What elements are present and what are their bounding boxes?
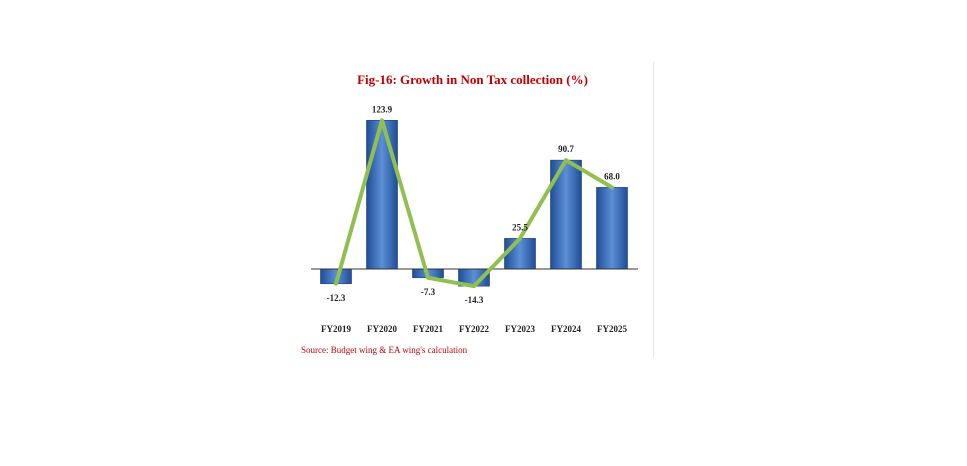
divider-rule <box>653 62 654 358</box>
bar-fy2025 <box>596 187 628 270</box>
data-label-fy2025: 68.0 <box>604 171 620 181</box>
bar-fy2023 <box>504 238 536 270</box>
data-label-fy2020: 123.9 <box>372 104 393 114</box>
data-label-fy2019: -12.3 <box>327 293 346 303</box>
chart-title: Fig-16: Growth in Non Tax collection (%) <box>357 72 588 87</box>
x-tick-label-fy2024: FY2024 <box>551 324 581 334</box>
x-tick-label-fy2022: FY2022 <box>459 324 489 334</box>
x-tick-label-fy2023: FY2023 <box>505 324 535 334</box>
x-tick-label-fy2020: FY2020 <box>367 324 397 334</box>
x-tick-label-fy2021: FY2021 <box>413 324 443 334</box>
x-tick-label-fy2019: FY2019 <box>321 324 351 334</box>
x-tick-label-fy2025: FY2025 <box>597 324 627 334</box>
growth-trend-line <box>334 118 614 289</box>
data-label-fy2024: 90.7 <box>558 144 574 154</box>
chart-figure: Fig-16: Growth in Non Tax collection (%)… <box>290 60 655 360</box>
source-note: Source: Budget wing & EA wing's calculat… <box>301 345 468 355</box>
chart-plot: -12.3 123.9 -7.3 -14.3 25.5 90.7 68.0 FY2019 FY… <box>311 104 638 334</box>
data-label-fy2021: -7.3 <box>421 287 436 297</box>
data-label-fy2022: -14.3 <box>465 295 484 305</box>
bar-fy2020 <box>366 120 398 270</box>
data-label-fy2023: 25.5 <box>512 222 528 232</box>
